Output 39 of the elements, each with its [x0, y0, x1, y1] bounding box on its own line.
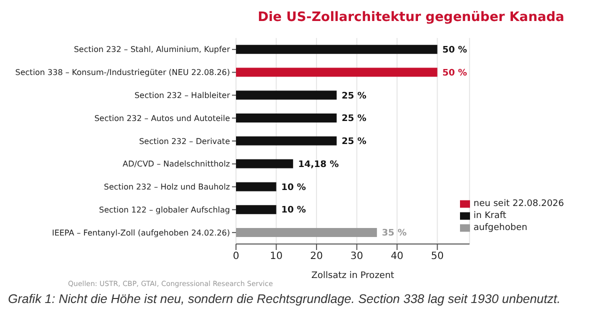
y-tick-label: Section 232 – Halbleiter — [134, 91, 231, 100]
data-label: 25 % — [342, 137, 366, 148]
y-tick-label: Section 122 – globaler Aufschlag — [99, 205, 230, 214]
bar — [236, 68, 438, 77]
bar — [236, 90, 337, 100]
text: Grafik 1: Nicht die Höhe ist neu, sondern die Rechtsgrundlage. Section 338 lag seit 1930 unbenutzt. — [8, 292, 562, 306]
bar — [236, 136, 337, 146]
y-tick-label: IEEPA – Fentanyl-Zoll (aufgehoben 24.02.26) — [52, 228, 230, 238]
data-label: 35 % — [382, 228, 407, 239]
y-tick-label: AD/CVD – Nadelschnittholz — [122, 160, 230, 169]
data-label: 50 % — [442, 46, 468, 56]
y-tick-label: Section 232 – Autos und Autoteile — [94, 114, 230, 123]
data-label: 10 % — [281, 206, 306, 216]
legend-label: aufgehoben — [474, 223, 528, 233]
y-tick-label: Section 232 – Stahl, Aluminium, Kupfer — [74, 45, 231, 54]
x-tick-label: 20 — [310, 251, 323, 262]
data-label: 50 % — [442, 68, 468, 78]
chart-title: Die US-Zollarchitektur gegenüber Kanada — [256, 10, 566, 25]
legend-label: neu seit 22.08.2026 — [474, 199, 564, 209]
y-tick-label: Section 232 – Holz und Bauholz — [104, 182, 230, 192]
y-tick-label: Section 338 – Konsum-/Industriegüter (NEU 22.08.26) — [15, 68, 230, 78]
x-tick-label: 30 — [350, 251, 364, 262]
data-label: 25 % — [342, 91, 366, 102]
bar — [236, 228, 377, 237]
x-tick-label: 40 — [390, 251, 404, 262]
bar — [236, 182, 276, 192]
bar — [236, 205, 276, 214]
data-label: 14,18 % — [298, 160, 339, 170]
bar — [236, 44, 438, 54]
data-label: 25 % — [342, 114, 366, 124]
y-tick-label: Section 232 – Derivate — [139, 136, 230, 146]
x-tick-label: 0 — [232, 251, 240, 262]
legend-label: in Kraft — [474, 211, 506, 221]
x-tick-label: 10 — [270, 251, 283, 262]
data-label: 10 % — [281, 182, 306, 193]
x-axis-title: Zollsatz in Prozent — [311, 271, 395, 281]
bar — [236, 114, 337, 123]
bar — [236, 159, 294, 168]
x-tick-label: 50 — [430, 251, 444, 262]
